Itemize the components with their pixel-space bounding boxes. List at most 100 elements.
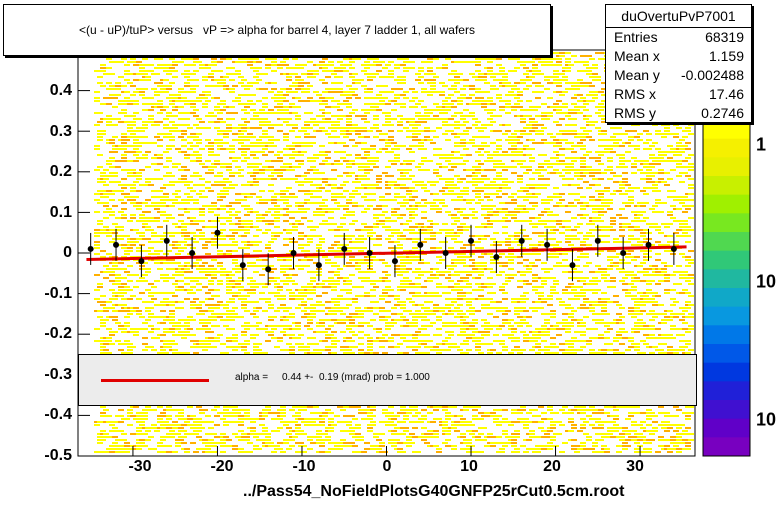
histogram-cell (205, 304, 211, 306)
histogram-cell (196, 100, 202, 102)
histogram-cell (241, 127, 247, 129)
histogram-cell (355, 58, 361, 60)
histogram-cell (259, 136, 265, 138)
histogram-cell (415, 412, 421, 414)
histogram-cell (367, 418, 373, 420)
histogram-cell (373, 160, 379, 162)
histogram-cell (166, 250, 172, 252)
histogram-cell (424, 79, 430, 81)
histogram-cell (121, 178, 127, 180)
histogram-cell (418, 76, 424, 78)
histogram-cell (244, 139, 250, 141)
histogram-cell (124, 235, 130, 237)
histogram-cell (190, 319, 196, 321)
histogram-cell (355, 265, 361, 267)
histogram-cell (457, 229, 463, 231)
histogram-cell (214, 163, 220, 165)
histogram-cell (367, 235, 373, 237)
histogram-cell (448, 313, 454, 315)
histogram-cell (358, 352, 364, 354)
histogram-cell (433, 445, 439, 447)
histogram-cell (112, 310, 118, 312)
histogram-cell (253, 211, 259, 213)
histogram-cell (451, 73, 457, 75)
histogram-cell (430, 322, 436, 324)
histogram-cell (412, 436, 418, 438)
histogram-cell (169, 217, 175, 219)
histogram-cell (115, 118, 121, 120)
histogram-cell (304, 142, 310, 144)
histogram-cell (268, 136, 274, 138)
histogram-cell (256, 145, 262, 147)
histogram-cell (391, 418, 397, 420)
histogram-cell (280, 298, 286, 300)
histogram-cell (436, 286, 442, 288)
histogram-cell (307, 73, 313, 75)
histogram-cell (403, 202, 409, 204)
histogram-cell (328, 430, 334, 432)
histogram-cell (256, 250, 262, 252)
histogram-cell (124, 79, 130, 81)
histogram-cell (253, 418, 259, 420)
histogram-cell (289, 445, 295, 447)
histogram-cell (277, 124, 283, 126)
histogram-cell (295, 76, 301, 78)
histogram-cell (289, 313, 295, 315)
histogram-cell (94, 97, 100, 99)
histogram-cell (385, 226, 391, 228)
histogram-cell (457, 181, 463, 183)
histogram-cell (142, 136, 148, 138)
histogram-cell (364, 67, 370, 69)
histogram-cell (136, 238, 142, 240)
histogram-cell (406, 412, 412, 414)
histogram-cell (328, 247, 334, 249)
histogram-cell (370, 103, 376, 105)
histogram-cell (427, 310, 433, 312)
histogram-cell (436, 316, 442, 318)
histogram-cell (193, 262, 199, 264)
histogram-cell (364, 322, 370, 324)
histogram-cell (340, 133, 346, 135)
histogram-cell (412, 409, 418, 411)
histogram-cell (205, 160, 211, 162)
histogram-cell (406, 238, 412, 240)
histogram-cell (163, 175, 169, 177)
histogram-cell (295, 328, 301, 330)
histogram-cell (286, 205, 292, 207)
histogram-cell (325, 280, 331, 282)
histogram-cell (136, 262, 142, 264)
histogram-cell (304, 418, 310, 420)
histogram-cell (181, 319, 187, 321)
histogram-cell (160, 301, 166, 303)
histogram-cell (238, 439, 244, 441)
histogram-cell (349, 415, 355, 417)
histogram-cell (277, 418, 283, 420)
histogram-cell (346, 202, 352, 204)
histogram-cell (295, 115, 301, 117)
histogram-cell (331, 313, 337, 315)
histogram-cell (319, 424, 325, 426)
histogram-cell (418, 163, 424, 165)
histogram-cell (160, 427, 166, 429)
histogram-cell (259, 292, 265, 294)
histogram-cell (250, 193, 256, 195)
histogram-cell (304, 172, 310, 174)
histogram-cell (226, 253, 232, 255)
histogram-cell (241, 349, 247, 351)
histogram-cell (265, 439, 271, 441)
histogram-cell (286, 178, 292, 180)
histogram-cell (391, 163, 397, 165)
histogram-cell (199, 163, 205, 165)
histogram-cell (241, 418, 247, 420)
histogram-cell (433, 409, 439, 411)
histogram-cell (319, 79, 325, 81)
histogram-cell (109, 334, 115, 336)
histogram-cell (226, 124, 232, 126)
histogram-cell (94, 253, 100, 255)
histogram-cell (337, 127, 343, 129)
histogram-cell (193, 235, 199, 237)
histogram-cell (433, 304, 439, 306)
histogram-cell (226, 337, 232, 339)
histogram-cell (436, 208, 442, 210)
histogram-cell (169, 184, 175, 186)
